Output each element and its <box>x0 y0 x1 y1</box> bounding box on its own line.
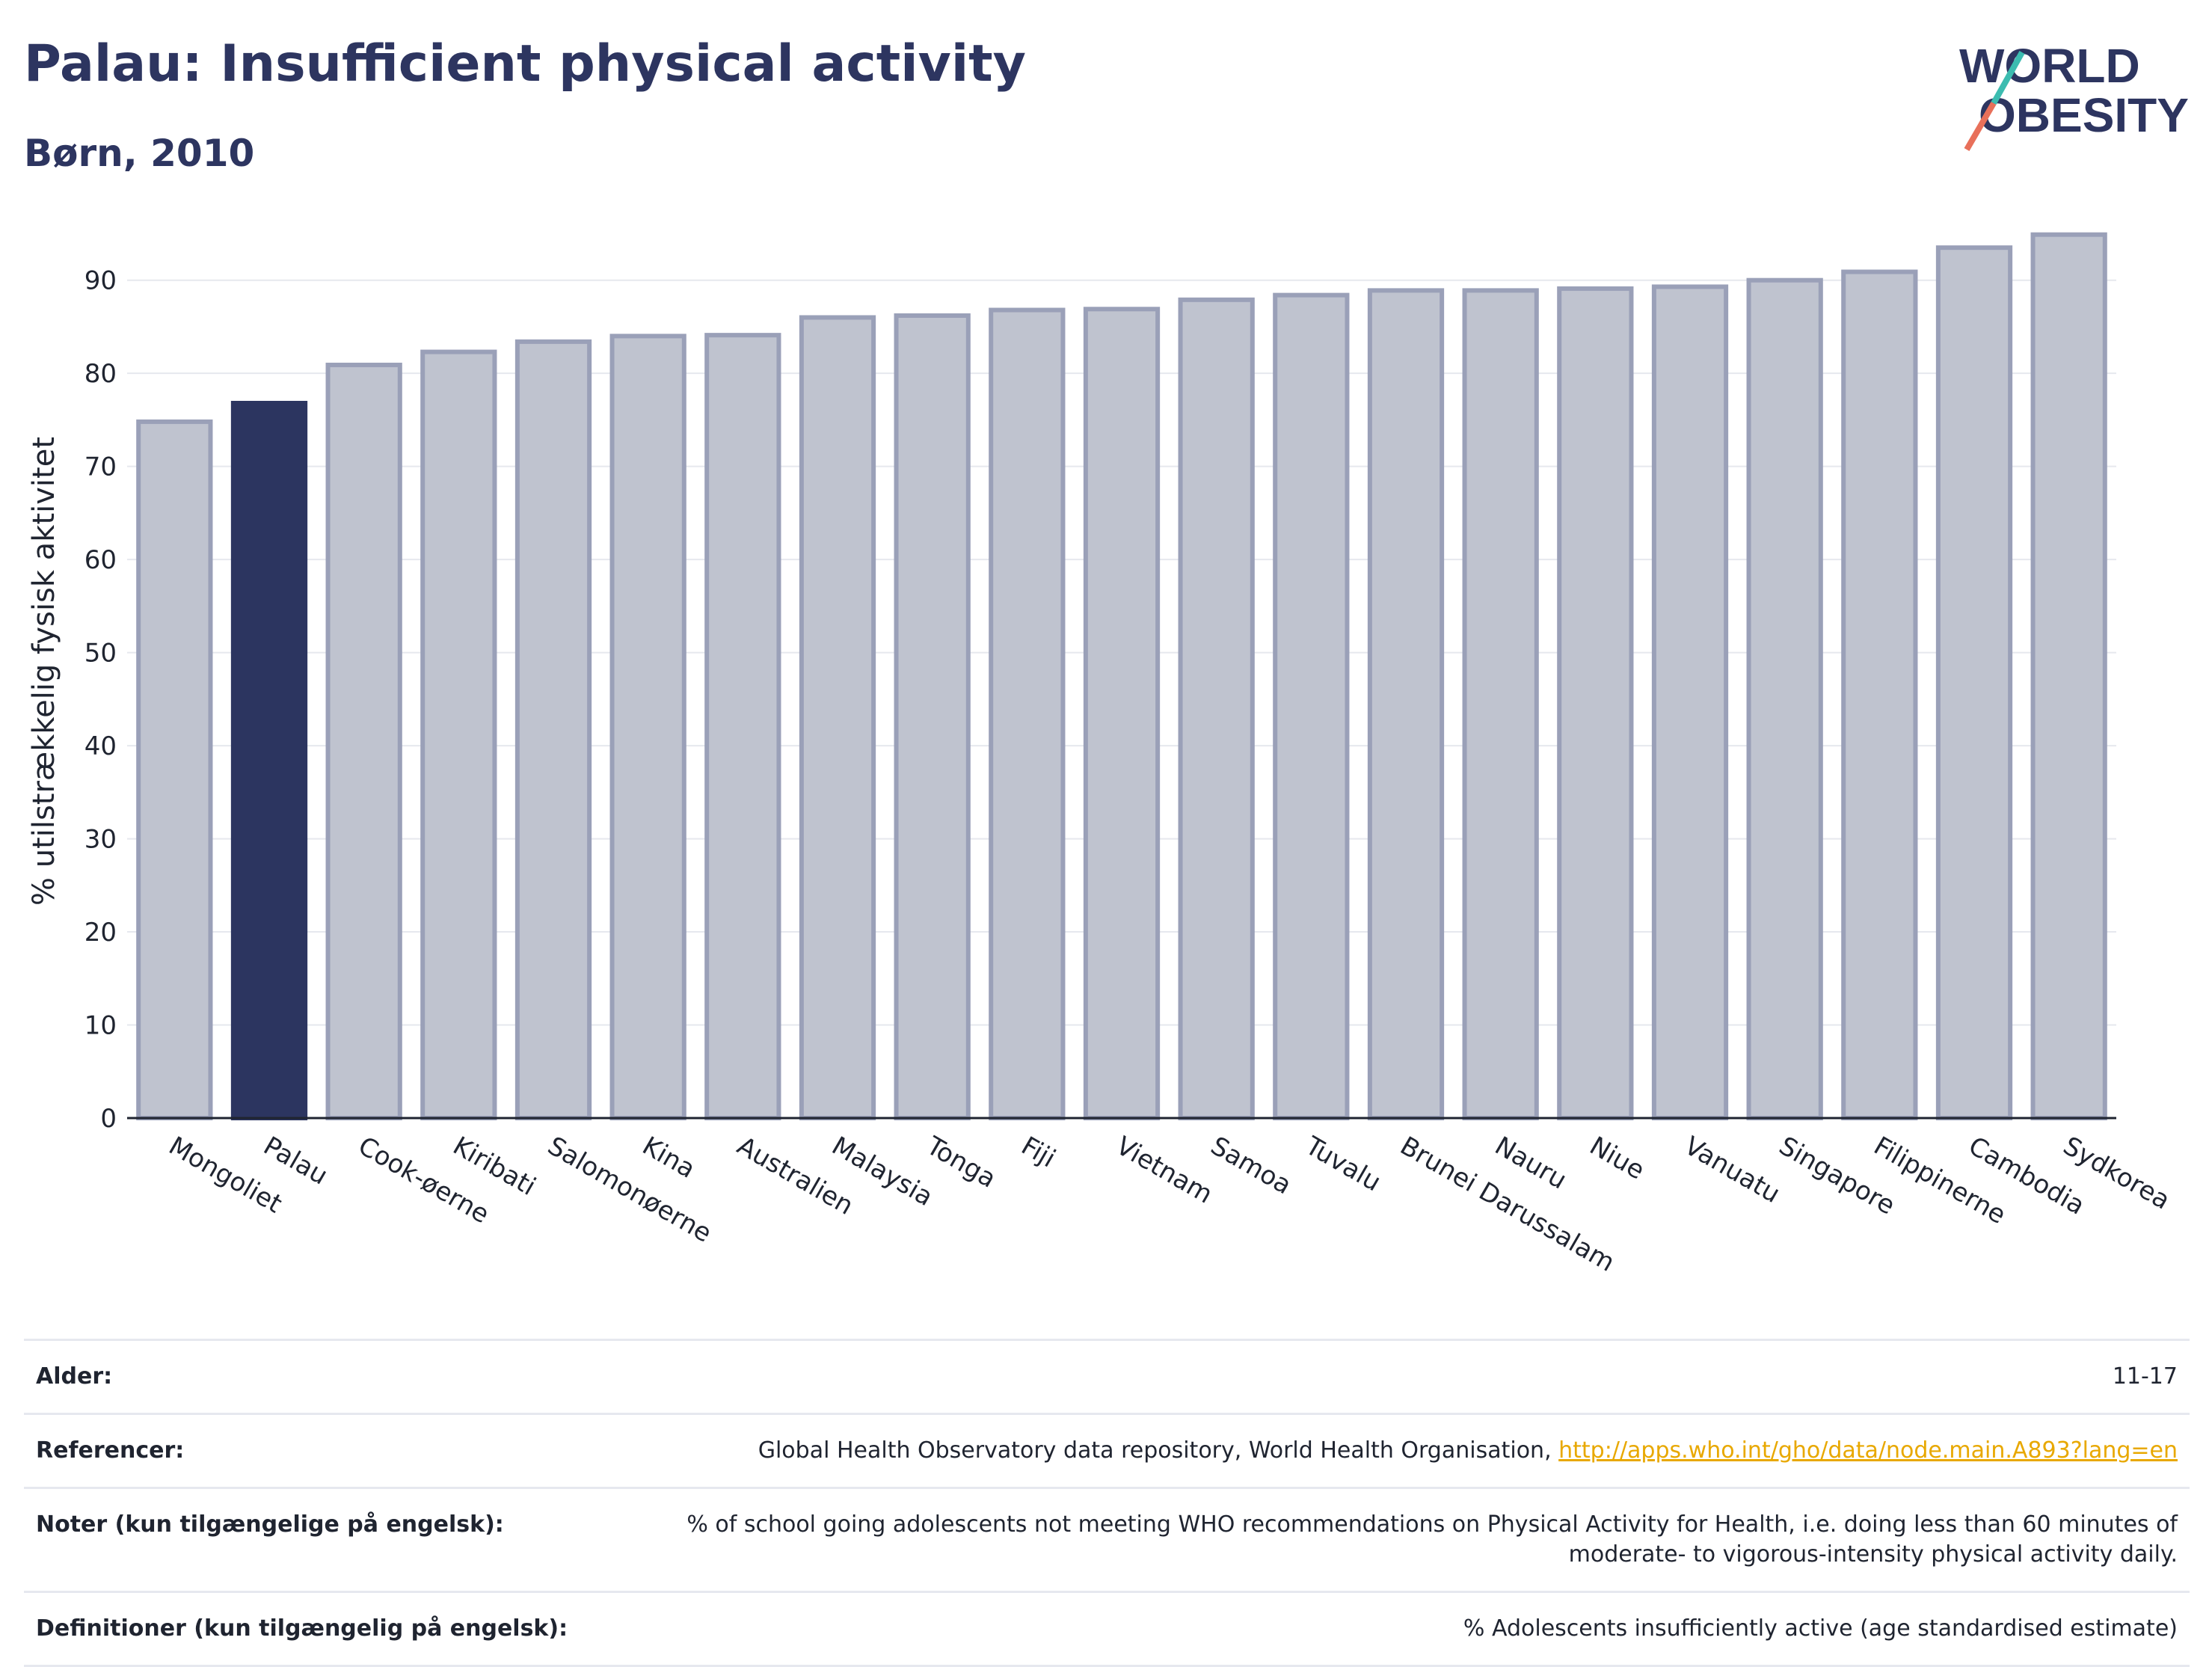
y-tick-label: 30 <box>85 825 117 855</box>
bars <box>136 232 2107 1121</box>
x-tick-label: Tuvalu <box>1300 1131 1386 1198</box>
y-tick-labels: 0 10 20 30 40 50 60 70 80 90 <box>85 266 117 1134</box>
bar-brunei-darussalam <box>1367 288 1445 1120</box>
bar-tonga <box>894 313 971 1120</box>
bar-nauru <box>1462 288 1539 1120</box>
y-tick-label: 10 <box>85 1011 117 1041</box>
metadata-table: Alder: 11-17 Referencer: Global Health O… <box>24 1339 2190 1667</box>
y-tick-label: 20 <box>85 918 117 948</box>
notes-row: Noter (kun tilgængelige på engelsk): % o… <box>24 1487 2190 1591</box>
page-title: Palau: Insufficient physical activity <box>24 34 1026 93</box>
references-label: Referencer: <box>36 1437 185 1464</box>
x-tick-label: Fiji <box>1016 1131 1060 1173</box>
y-tick-label: 0 <box>100 1104 117 1134</box>
bar-malaysia <box>799 315 876 1121</box>
references-text: Global Health Observatory data repositor… <box>758 1437 1559 1464</box>
y-tick-label: 90 <box>85 266 117 296</box>
bar-salomonøerne <box>514 339 592 1120</box>
bar-vietnam <box>1083 307 1161 1121</box>
page-subtitle: Børn, 2010 <box>24 132 255 175</box>
logo-line1: WORLD <box>1959 39 2140 93</box>
bar-kina <box>609 334 686 1120</box>
x-tick-label: Samoa <box>1205 1131 1296 1200</box>
bar-fiji <box>989 307 1066 1120</box>
bar-kiribati <box>420 349 497 1120</box>
bar-palau <box>230 401 308 1120</box>
x-tick-label: Vietnam <box>1111 1131 1218 1210</box>
definitions-label: Definitioner (kun tilgængelig på engelsk… <box>36 1615 568 1642</box>
logo-line2: OBESITY <box>1979 88 2189 142</box>
bar-cambodia <box>1935 245 2013 1121</box>
references-link[interactable]: http://apps.who.int/gho/data/node.main.A… <box>1558 1437 2178 1464</box>
logo-slash-red <box>1964 101 1997 152</box>
bar-tuvalu <box>1273 292 1350 1121</box>
notes-value: % of school going adolescents not meetin… <box>686 1511 2178 1568</box>
bar-cook-øerne <box>325 362 402 1120</box>
x-tick-label: Niue <box>1585 1131 1650 1185</box>
age-row: Alder: 11-17 <box>24 1339 2190 1413</box>
bar-vanuatu <box>1651 284 1729 1121</box>
notes-label: Noter (kun tilgængelige på engelsk): <box>36 1511 504 1538</box>
age-label: Alder: <box>36 1363 113 1390</box>
x-tick-label: Salomonøerne <box>543 1131 717 1248</box>
world-obesity-logo: WORLD OBESITY <box>1959 39 2189 152</box>
age-value: 11-17 <box>2112 1363 2178 1390</box>
x-tick-label: Palau <box>259 1131 333 1191</box>
bar-filippinerne <box>1841 269 1918 1120</box>
definitions-value: % Adolescents insufficiently active (age… <box>1463 1615 2178 1642</box>
y-tick-label: 50 <box>85 639 117 669</box>
bar-australien <box>704 333 781 1120</box>
bar-niue <box>1557 286 1634 1120</box>
definitions-row: Definitioner (kun tilgængelig på engelsk… <box>24 1591 2190 1667</box>
bar-singapore <box>1746 277 1823 1120</box>
references-row: Referencer: Global Health Observatory da… <box>24 1413 2190 1487</box>
x-tick-label: Vanuatu <box>1680 1131 1785 1209</box>
y-tick-label: 60 <box>85 545 117 575</box>
bar-mongoliet <box>136 419 213 1120</box>
bar-samoa <box>1178 297 1255 1120</box>
y-tick-label: 70 <box>85 452 117 482</box>
y-tick-label: 80 <box>85 359 117 389</box>
bar-sydkorea <box>2030 232 2107 1120</box>
logo-slash-teal <box>1991 51 2025 105</box>
references-value: Global Health Observatory data repositor… <box>758 1436 2178 1466</box>
y-axis-label: % utilstrækkelig fysisk aktivitet <box>27 437 61 906</box>
x-tick-label: Kina <box>637 1131 700 1185</box>
y-tick-label: 40 <box>85 731 117 761</box>
